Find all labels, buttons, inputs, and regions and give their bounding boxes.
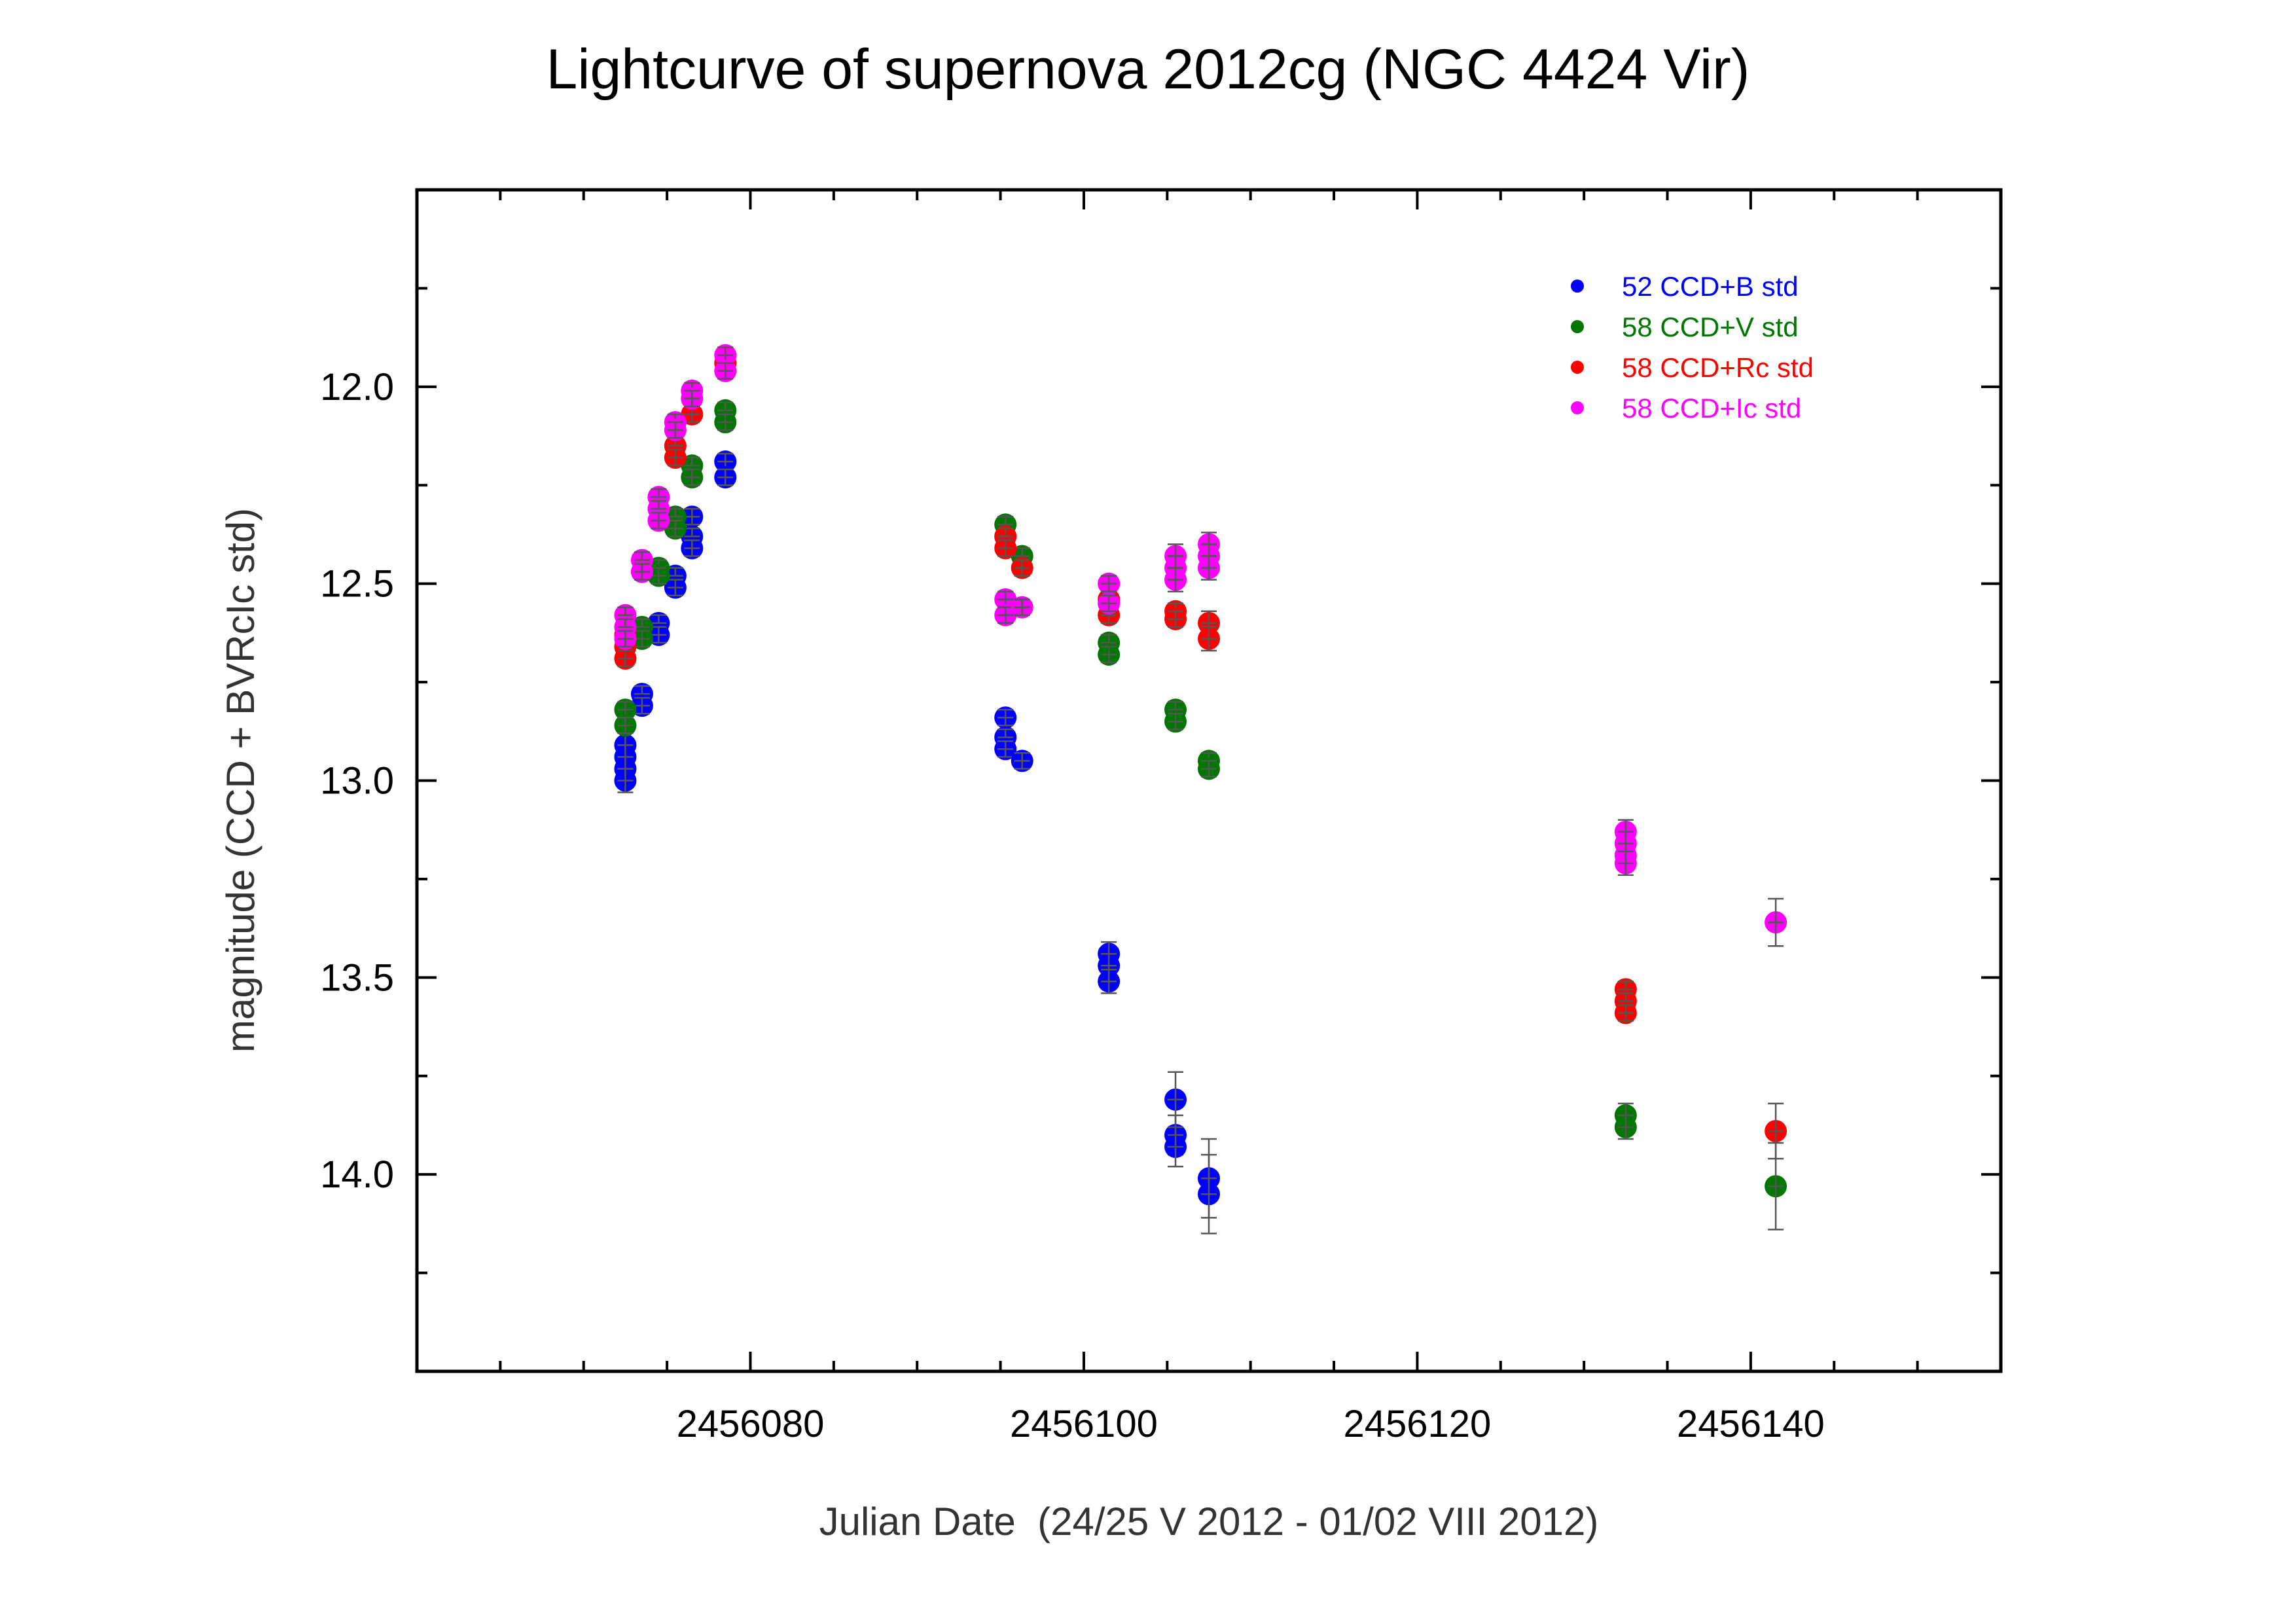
error-bar [617,768,634,793]
y-tick-label: 13.0 [320,760,394,803]
series-0 [614,450,1220,1235]
error-bar [1168,1126,1184,1168]
legend-label: 58 CCD+Rc std [1622,352,1814,383]
legend-label: 52 CCD+B std [1622,271,1799,302]
series-2 [614,352,1787,1160]
y-axis: 12.0 12.5 13.0 13.5 14.0 [320,287,2001,1274]
series-3 [614,344,1787,947]
error-bar [717,413,734,431]
error-bar [634,630,650,648]
error-bar [617,630,634,648]
error-bar [997,740,1014,758]
error-bar [717,468,734,486]
x-tick-label: 2456100 [1010,1403,1158,1445]
legend-label: 58 CCD+Ic std [1622,393,1801,424]
y-tick-label: 14.0 [320,1153,394,1196]
y-tick-label: 12.0 [320,366,394,408]
error-bar [1617,850,1634,876]
legend-marker [1571,320,1584,333]
error-bar [634,696,650,715]
error-bar [684,508,700,526]
error-bar [1168,712,1184,731]
error-bar [617,649,634,668]
error-bar [1101,969,1117,994]
x-axis-title: Julian Date (24/25 V 2012 - 01/02 VIII 2… [819,1500,1599,1543]
x-tick-label: 2456080 [677,1403,825,1445]
y-axis-title: magnitude (CCD + BVRcIc std) [219,508,262,1053]
error-bar [1101,575,1117,592]
x-tick-label: 2456120 [1344,1403,1492,1445]
error-bar [1201,1153,1217,1235]
error-bar [1168,567,1184,592]
error-bar [667,579,683,596]
error-bar [1201,555,1217,581]
y-tick-label: 12.5 [320,563,394,605]
error-bar [651,512,667,530]
error-bar [1617,1004,1634,1022]
series-1 [614,399,1787,1231]
legend: 52 CCD+B std 58 CCD+V std 58 CCD+Rc std 58 … [1571,271,1814,424]
chart-title: Lightcurve of supernova 2012cg (NGC 4424… [547,38,1750,101]
error-bar [1101,594,1117,613]
legend-marker [1571,401,1584,414]
error-bar [1768,897,1784,947]
error-bar [684,468,700,486]
error-bar [997,606,1014,624]
error-bar [684,389,700,408]
error-bar [1014,559,1030,577]
error-bar [1014,752,1030,770]
error-bar [634,563,650,581]
error-bar [1101,645,1117,664]
x-axis: 2456080 2456100 2456120 2456140 [416,190,1919,1445]
error-bar [667,448,683,467]
error-bar [1014,598,1030,617]
error-bar [1201,626,1217,652]
error-bar [1617,1114,1634,1140]
error-bar [997,539,1014,557]
x-tick-label: 2456140 [1677,1403,1825,1445]
error-bar [997,708,1014,727]
error-bar [717,362,734,380]
error-bar [1768,1102,1784,1160]
error-bar [651,626,667,644]
error-bar [667,421,683,439]
legend-marker [1571,280,1584,293]
error-bar [1168,610,1184,628]
legend-label: 58 CCD+V std [1622,312,1799,342]
error-bar [667,520,683,537]
error-bar [684,539,700,557]
error-bar [1201,760,1217,778]
plot-area [614,344,1787,1235]
y-tick-label: 13.5 [320,956,394,999]
error-bar [617,716,634,734]
legend-marker [1571,361,1584,374]
error-bar [651,567,667,585]
